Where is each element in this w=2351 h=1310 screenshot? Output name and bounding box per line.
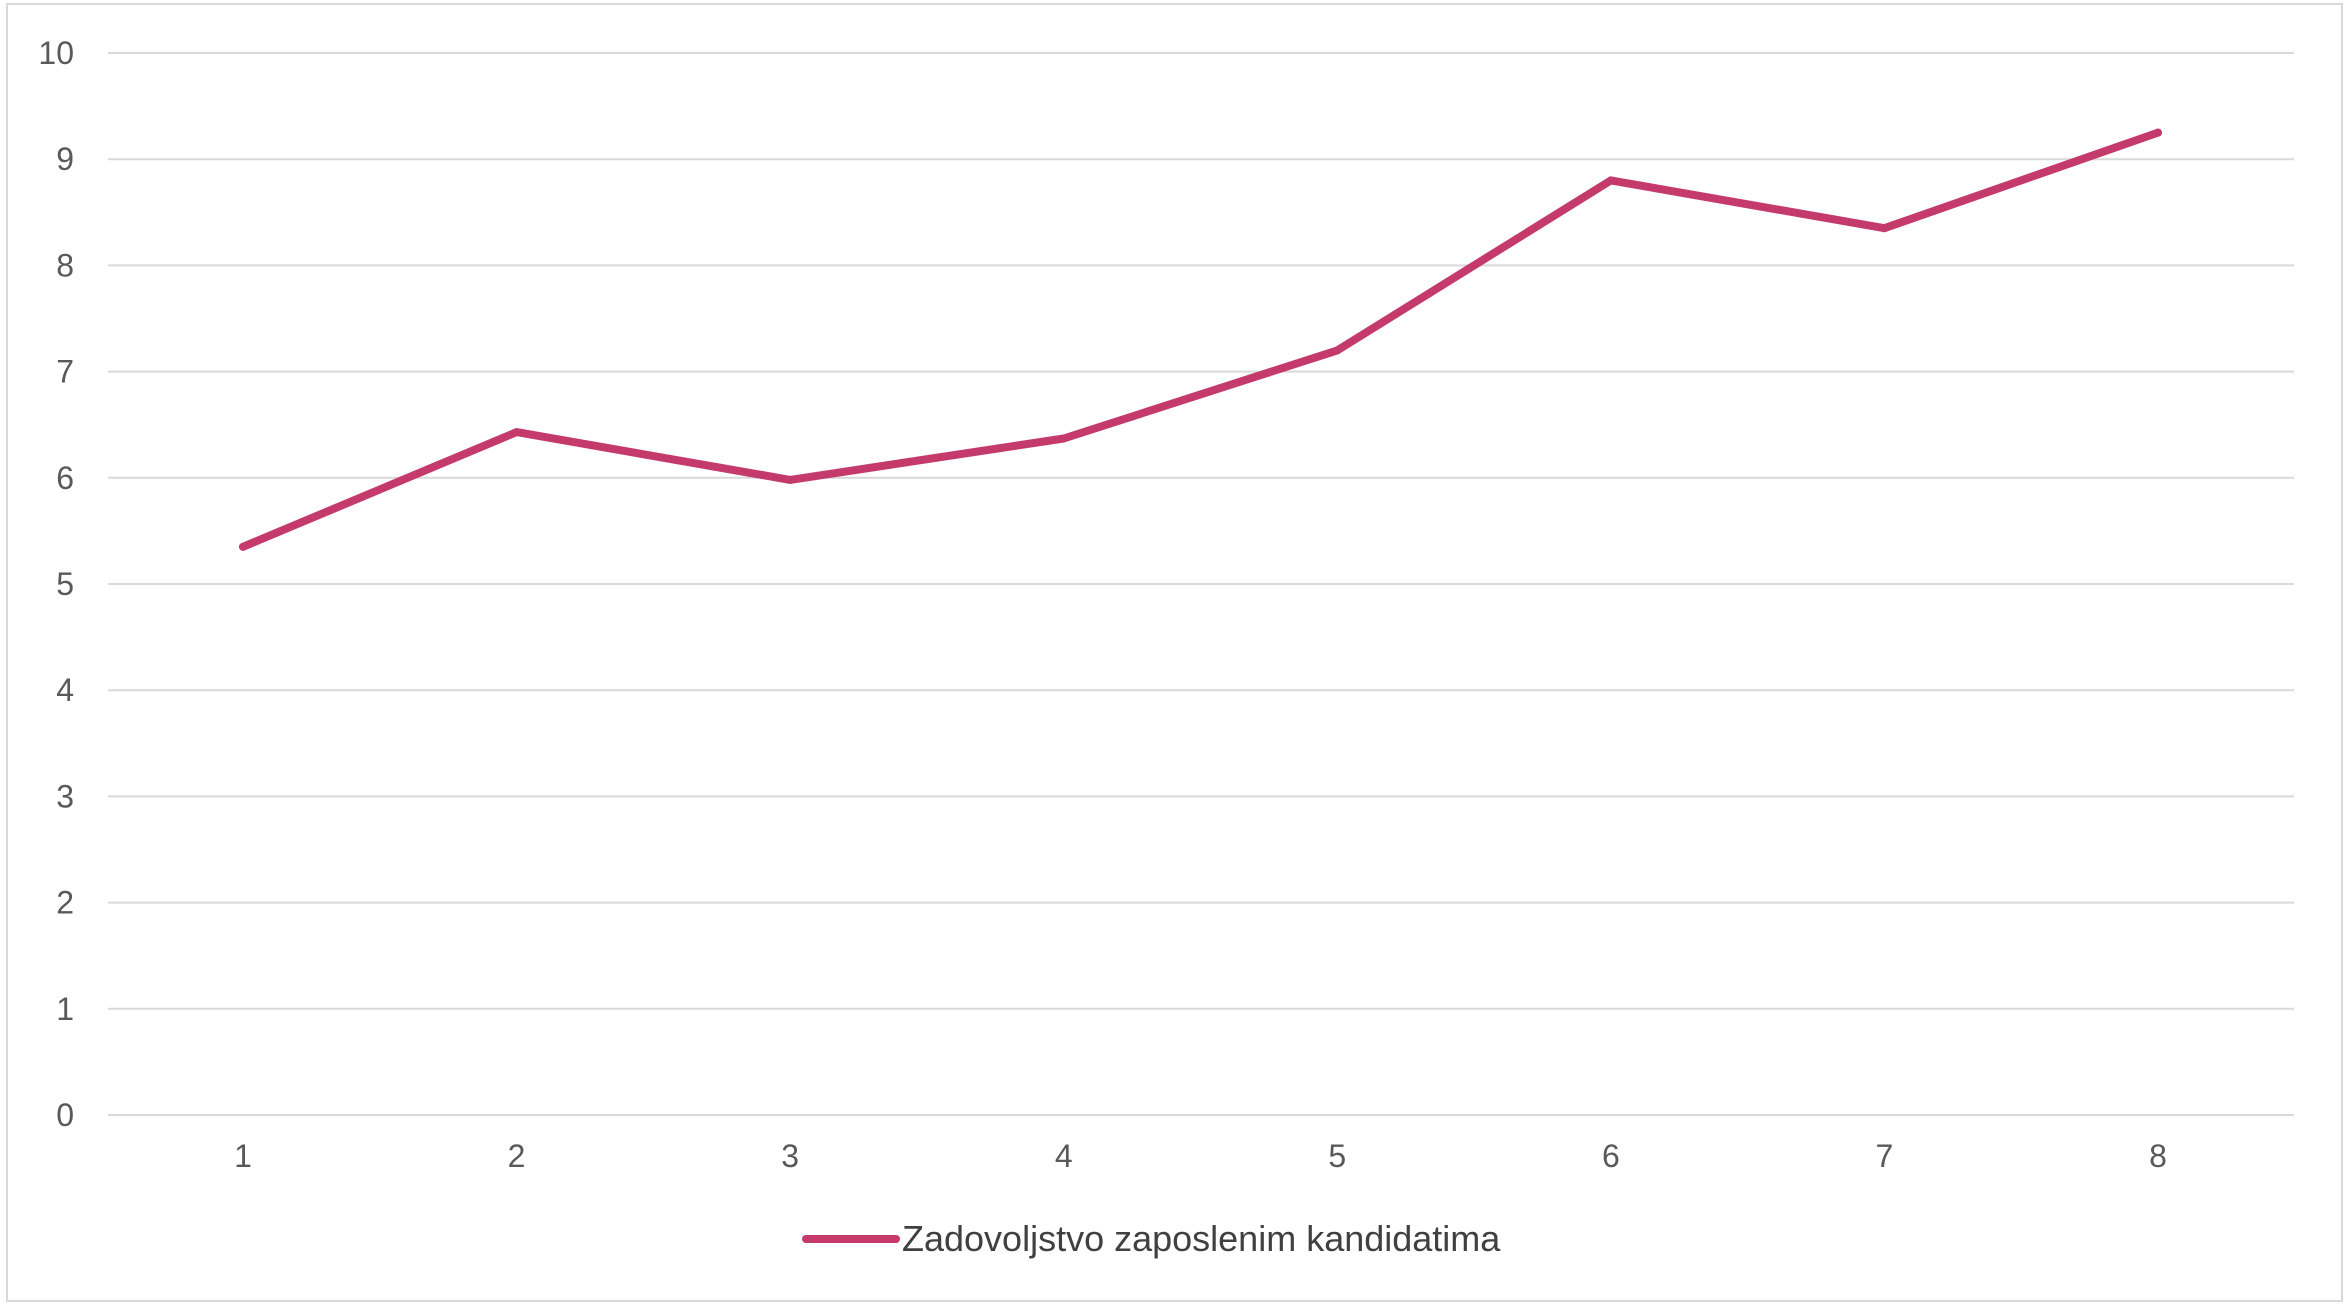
data-point bbox=[512, 428, 521, 437]
y-tick-label: 8 bbox=[56, 247, 74, 283]
y-tick-label: 10 bbox=[38, 35, 74, 71]
y-tick-label: 7 bbox=[56, 354, 74, 390]
x-tick-label: 6 bbox=[1602, 1138, 1620, 1174]
data-point bbox=[786, 475, 795, 484]
x-tick-label: 1 bbox=[234, 1138, 252, 1174]
x-tick-label: 7 bbox=[1876, 1138, 1894, 1174]
data-point bbox=[1059, 434, 1068, 443]
y-axis-tick-labels: 0 1 2 3 4 5 6 7 8 9 10 bbox=[38, 35, 74, 1133]
x-tick-label: 5 bbox=[1328, 1138, 1346, 1174]
x-tick-label: 8 bbox=[2149, 1138, 2167, 1174]
y-tick-label: 5 bbox=[56, 566, 74, 602]
legend-label: Zadovoljstvo zaposlenim kandidatima bbox=[902, 1218, 1501, 1259]
x-tick-label: 2 bbox=[508, 1138, 526, 1174]
y-tick-label: 0 bbox=[56, 1097, 74, 1133]
y-tick-label: 6 bbox=[56, 460, 74, 496]
x-axis-tick-labels: 1 2 3 4 5 6 7 8 bbox=[234, 1138, 2167, 1174]
y-tick-label: 1 bbox=[56, 991, 74, 1027]
y-tick-label: 2 bbox=[56, 885, 74, 921]
gridlines bbox=[108, 52, 2294, 1116]
data-point bbox=[239, 542, 247, 551]
series-line bbox=[239, 128, 2162, 551]
data-point bbox=[1880, 224, 1889, 233]
data-point bbox=[1606, 176, 1615, 185]
y-tick-label: 4 bbox=[56, 672, 74, 708]
legend: Zadovoljstvo zaposlenim kandidatima bbox=[802, 1218, 1501, 1259]
series-points bbox=[239, 128, 2162, 551]
chart-frame bbox=[6, 3, 2343, 1302]
y-tick-label: 3 bbox=[56, 778, 74, 814]
data-point bbox=[1333, 346, 1342, 355]
x-tick-label: 3 bbox=[781, 1138, 799, 1174]
data-point bbox=[2154, 128, 2162, 137]
x-tick-label: 4 bbox=[1055, 1138, 1073, 1174]
y-tick-label: 9 bbox=[56, 141, 74, 177]
